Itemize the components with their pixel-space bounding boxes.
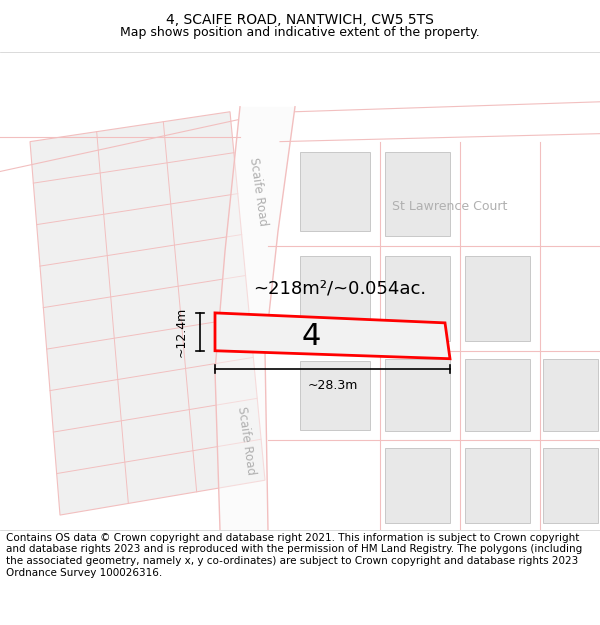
Bar	[385, 359, 450, 431]
Bar	[543, 448, 598, 523]
Text: 4, SCAIFE ROAD, NANTWICH, CW5 5TS: 4, SCAIFE ROAD, NANTWICH, CW5 5TS	[166, 13, 434, 27]
Bar	[465, 359, 530, 431]
Text: 4: 4	[302, 322, 321, 351]
Bar	[300, 361, 370, 431]
Text: St Lawrence Court: St Lawrence Court	[392, 200, 508, 213]
Text: Scaife Road: Scaife Road	[247, 156, 269, 226]
Text: Scaife Road: Scaife Road	[235, 405, 257, 476]
Text: Map shows position and indicative extent of the property.: Map shows position and indicative extent…	[120, 26, 480, 39]
Bar	[300, 256, 370, 341]
Bar	[385, 152, 450, 236]
Text: Contains OS data © Crown copyright and database right 2021. This information is : Contains OS data © Crown copyright and d…	[6, 533, 582, 578]
Bar	[543, 359, 598, 431]
Bar	[465, 256, 530, 341]
Polygon shape	[215, 107, 295, 530]
Text: ~28.3m: ~28.3m	[307, 379, 358, 392]
Bar	[385, 448, 450, 523]
Text: ~12.4m: ~12.4m	[175, 307, 188, 357]
Bar	[385, 256, 450, 341]
Bar	[465, 448, 530, 523]
Bar	[300, 152, 370, 231]
Polygon shape	[215, 313, 450, 359]
Polygon shape	[30, 112, 265, 515]
Text: ~218m²/~0.054ac.: ~218m²/~0.054ac.	[253, 280, 427, 298]
